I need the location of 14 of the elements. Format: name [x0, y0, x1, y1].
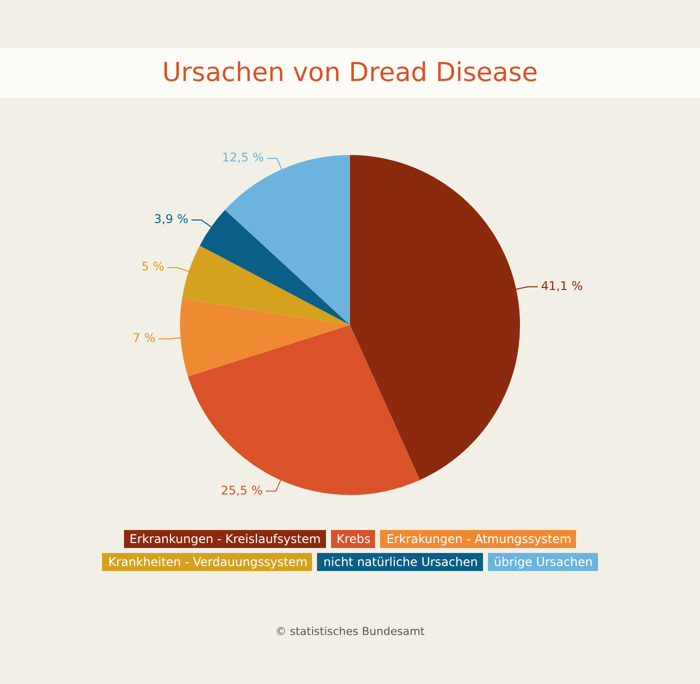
legend-label: Krebs: [336, 530, 376, 548]
chart-title: Ursachen von Dread Disease: [162, 58, 538, 88]
data-label: 25,5 %: [220, 483, 263, 498]
legend-label: übrige Ursachen: [494, 553, 598, 571]
text: © statistisches Bundesamt: [274, 625, 426, 638]
data-label: 5 %: [141, 260, 164, 274]
legend-label: Erkrankungen - Kreislaufsystem: [130, 530, 326, 548]
data-label: 3,9 %: [154, 212, 188, 226]
legend-label: Krankheiten - Verdauungssystem: [108, 553, 312, 571]
legend-label: Erkrakungen - Atmungssystem: [386, 530, 576, 548]
legend-label: nicht natürliche Ursachen: [323, 553, 483, 571]
data-label: 7 %: [132, 330, 156, 345]
data-label: 12,5 %: [222, 150, 264, 164]
data-label: 41,1 %: [540, 278, 583, 293]
